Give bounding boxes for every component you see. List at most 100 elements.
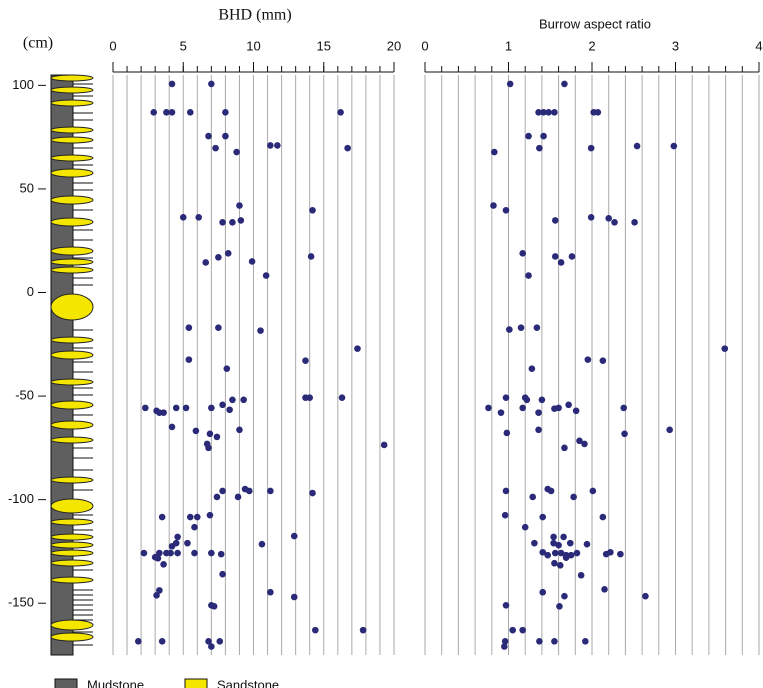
point — [156, 587, 163, 594]
point — [550, 533, 557, 541]
point — [174, 549, 181, 557]
point — [184, 539, 191, 547]
point — [611, 218, 618, 226]
point — [599, 513, 607, 521]
point — [490, 202, 497, 209]
point — [186, 108, 194, 116]
point — [581, 440, 588, 448]
point — [338, 394, 346, 402]
point — [594, 108, 602, 116]
point — [533, 324, 541, 332]
point — [192, 427, 200, 435]
point — [587, 214, 595, 221]
point — [245, 487, 253, 495]
point — [229, 396, 236, 404]
sandstone-lens — [50, 136, 94, 144]
point — [536, 144, 543, 152]
point — [380, 441, 388, 449]
point — [502, 206, 510, 214]
point — [205, 638, 212, 645]
point — [525, 272, 532, 279]
point — [562, 554, 570, 561]
point — [267, 588, 274, 596]
point — [583, 540, 591, 548]
point — [589, 487, 597, 495]
y-tick-label: 50 — [20, 180, 34, 195]
sandstone-lens — [50, 420, 94, 430]
point — [642, 592, 649, 600]
point — [229, 218, 236, 226]
point — [519, 404, 526, 412]
point — [557, 259, 565, 266]
point — [237, 217, 245, 224]
point — [312, 626, 319, 634]
point — [556, 603, 563, 610]
point — [219, 401, 226, 409]
point — [234, 493, 242, 501]
point — [540, 108, 547, 116]
point — [631, 218, 638, 226]
sandstone-lens — [50, 378, 94, 386]
point — [219, 218, 226, 226]
point — [222, 132, 229, 140]
point — [306, 394, 314, 402]
point — [309, 489, 316, 497]
point — [535, 409, 542, 416]
point — [620, 404, 628, 412]
point — [257, 327, 264, 334]
point — [491, 148, 498, 156]
sandstone-lens — [50, 217, 94, 227]
point — [557, 549, 565, 557]
point — [547, 487, 555, 495]
point — [582, 638, 589, 645]
point — [502, 487, 510, 495]
sandstone-lens — [50, 632, 94, 642]
point — [605, 215, 612, 222]
point — [182, 404, 190, 412]
point — [551, 108, 558, 116]
point — [337, 108, 344, 116]
point — [519, 626, 526, 634]
strat-column — [50, 74, 94, 656]
sandstone-lens — [50, 476, 94, 484]
point — [195, 214, 203, 221]
sandstone-lens — [50, 293, 94, 321]
point — [158, 638, 166, 645]
point — [539, 588, 547, 596]
point — [525, 132, 532, 140]
y-tick-label: -150 — [8, 595, 34, 610]
point — [519, 250, 526, 257]
point — [236, 202, 243, 209]
point — [344, 144, 351, 152]
point — [599, 357, 607, 364]
x-tick-label: 0 — [109, 38, 116, 53]
sandstone-lens — [50, 154, 94, 162]
point — [544, 551, 552, 559]
point — [506, 80, 514, 88]
point — [258, 540, 266, 548]
point — [224, 250, 232, 257]
point — [202, 259, 210, 266]
y-tick-label: -50 — [15, 388, 34, 403]
point — [267, 487, 274, 495]
point — [565, 401, 572, 409]
mudstone-column — [50, 74, 74, 656]
point — [154, 554, 162, 562]
point — [309, 206, 316, 214]
point — [290, 593, 298, 601]
x-tick-label: 20 — [387, 38, 401, 53]
point — [501, 511, 509, 519]
point — [566, 539, 574, 547]
point — [485, 404, 492, 412]
y-tick-label: -100 — [8, 491, 34, 506]
point — [570, 493, 577, 501]
point — [576, 437, 583, 445]
point — [222, 108, 229, 116]
point — [556, 562, 564, 569]
point — [208, 80, 215, 88]
point — [521, 523, 529, 531]
sandstone-lens — [50, 436, 94, 444]
point — [205, 132, 212, 140]
sandstone-lens — [50, 258, 94, 266]
point — [587, 144, 595, 152]
